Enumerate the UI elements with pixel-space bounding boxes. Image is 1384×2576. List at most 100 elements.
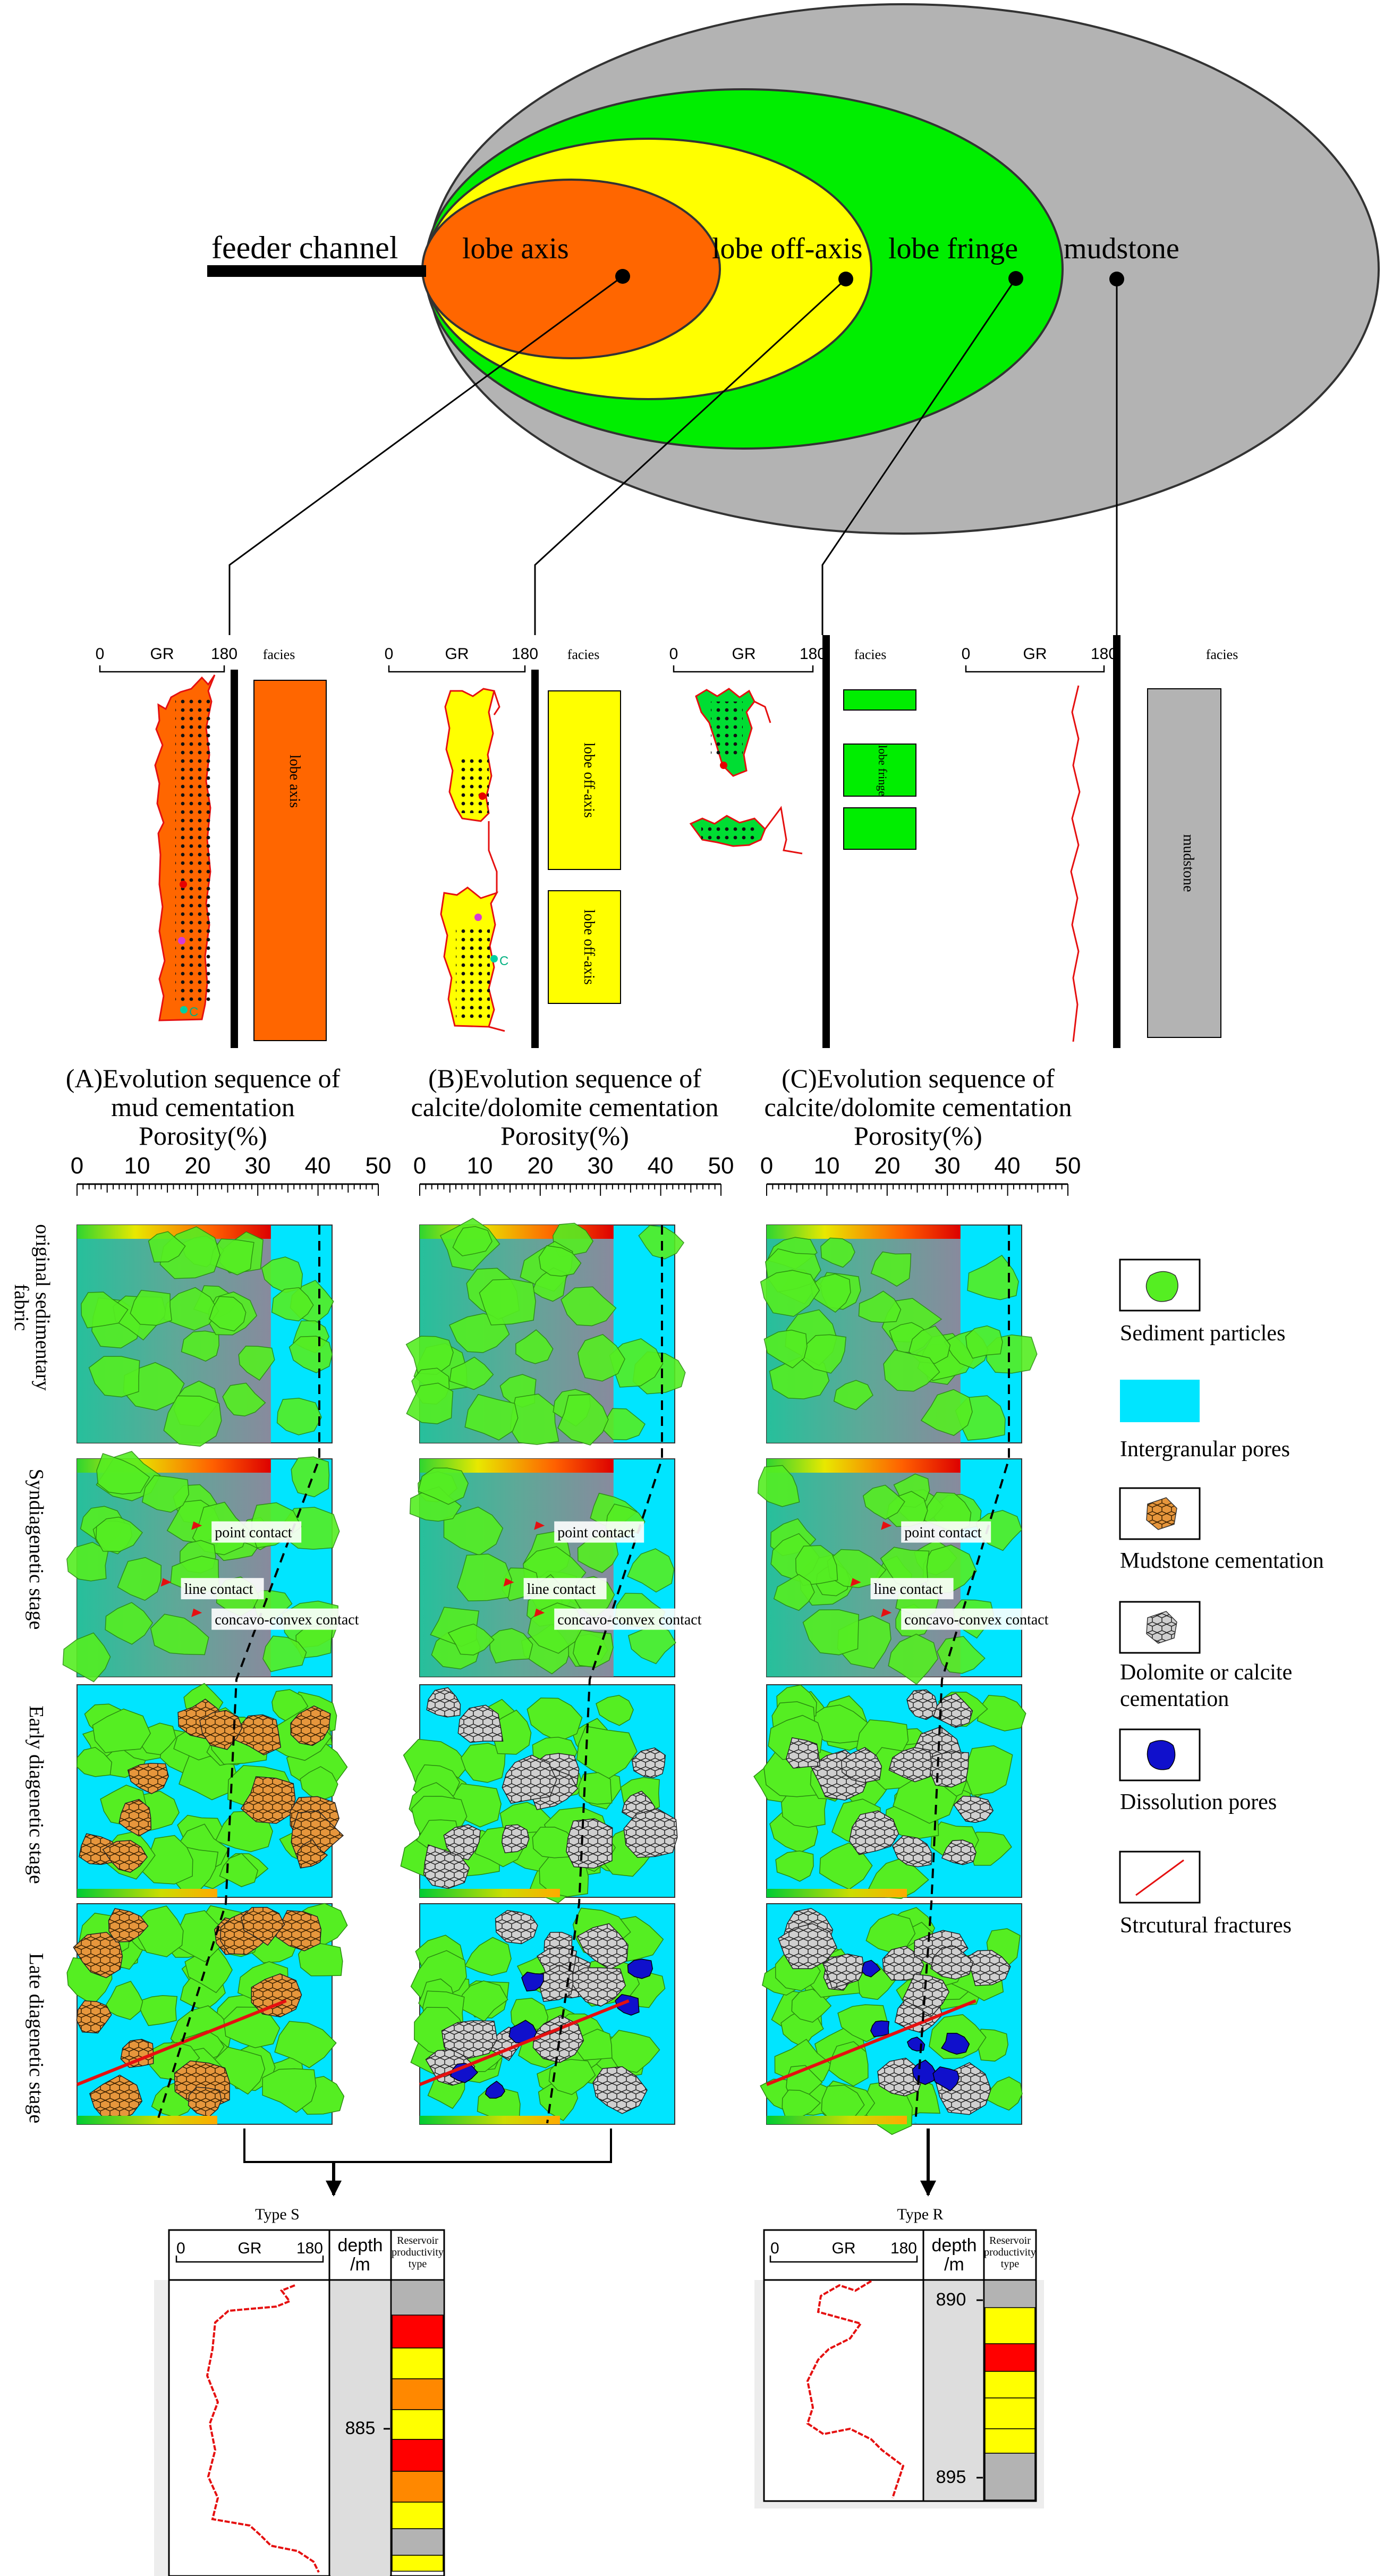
- cement-cluster: [108, 1908, 149, 1942]
- sample-marker: [474, 914, 482, 921]
- sediment-grain: [117, 1557, 162, 1601]
- cement-cluster: [188, 2087, 222, 2118]
- legend-label-mud: Mudstone cementation: [1120, 1549, 1324, 1573]
- gr-curve-line: [754, 700, 803, 855]
- contact-arrow: [881, 1521, 892, 1530]
- type-r-prod-label-1: Reservoir: [989, 2235, 1031, 2246]
- cement-cluster: [495, 1910, 538, 1945]
- cement-cluster: [423, 1844, 470, 1889]
- panel-titles: (A)Evolution sequence of mud cementation…: [66, 1063, 1072, 1151]
- sediment-grain: [148, 1231, 186, 1263]
- type-r-log: Type R 0 GR 180 depth /m Reservoir produ…: [754, 2206, 1044, 2509]
- contact-label-bg: [870, 1578, 954, 1600]
- sample-marker: [720, 762, 727, 769]
- gr-label: GR: [732, 645, 756, 663]
- sediment-grain: [130, 1290, 172, 1326]
- tick-label: 0: [760, 1153, 773, 1179]
- sediment-grain: [760, 1270, 820, 1317]
- sediment-grain: [862, 1484, 905, 1520]
- type-r-depth-column: [924, 2281, 983, 2500]
- sediment-grain: [576, 1726, 638, 1779]
- facies-text-lobe-axis: lobe axis: [286, 755, 303, 808]
- axis-minor-ticks: [419, 1184, 721, 1196]
- type-r-gr-label: GR: [832, 2240, 856, 2257]
- tick-label: 30: [245, 1153, 271, 1179]
- sediment-grain: [538, 1245, 582, 1277]
- facies-header: facies: [263, 647, 295, 662]
- sediment-grain: [105, 1602, 154, 1645]
- legend-label-dissolution: Dissolution pores: [1120, 1790, 1277, 1814]
- type-s-title: Type S: [255, 2206, 300, 2223]
- cement-cluster: [76, 2000, 112, 2034]
- facies-header: facies: [567, 647, 600, 662]
- connector-a-b: [243, 2129, 612, 2163]
- cement-cluster: [631, 1747, 666, 1778]
- sample-marker: [178, 937, 185, 944]
- type-r-depth-label-2: /m: [944, 2254, 964, 2275]
- gr-label: GR: [1023, 645, 1047, 663]
- cement-cluster: [892, 1835, 932, 1868]
- type-s-gr-bracket: [175, 2256, 324, 2263]
- cement-cluster: [566, 1818, 613, 1869]
- gr-scale-bracket: [99, 665, 225, 673]
- porosity-bar: [420, 1889, 560, 1897]
- legend-fracture-icon: [1135, 1859, 1184, 1896]
- facies-box-offaxis-upper: [548, 690, 621, 870]
- lobe-fringe-label: lobe fringe: [888, 232, 1018, 265]
- sediment-grain: [443, 1506, 504, 1556]
- sediment-grain: [858, 1290, 902, 1323]
- sediment-grain: [870, 1251, 912, 1287]
- prod-cell: [984, 2453, 1035, 2501]
- gr-label: GR: [445, 645, 469, 663]
- porosity-axis-a: 0 10 20 30 40 50: [71, 1153, 392, 1196]
- panel-c-axis-title: Porosity(%): [854, 1121, 982, 1151]
- sediment-grain: [298, 1941, 343, 1977]
- axis-minor-ticks: [77, 1184, 379, 1196]
- facies-box-mudstone: [1147, 688, 1221, 1038]
- sediment-grain: [773, 1574, 815, 1611]
- sediment-grain: [965, 1325, 1003, 1359]
- facies-text-fringe: lobe fringe: [876, 745, 889, 796]
- sediment-grain: [238, 1345, 275, 1381]
- stage-label-syndiagenetic: Syndiagenetic stage: [25, 1469, 47, 1630]
- prod-cell: [984, 2397, 1035, 2429]
- facies-header: facies: [854, 647, 887, 662]
- cement-cluster: [932, 1693, 973, 1728]
- stage-labels: original sedimentary fabric Syndiageneti…: [10, 1224, 54, 2123]
- gr-min-label: 0: [385, 645, 394, 663]
- tick-label: 0: [413, 1153, 426, 1179]
- gr-min-label: 0: [669, 645, 678, 663]
- legend-mud-icon: [1146, 1497, 1177, 1530]
- dissolution-pore: [521, 1971, 544, 1992]
- sediment-grain: [561, 1286, 617, 1327]
- panel-c-title-1: (C)Evolution sequence of: [782, 1063, 1055, 1093]
- prod-cell: [985, 2281, 1035, 2308]
- lobe-off-axis-label: lobe off-axis: [712, 232, 863, 265]
- contact-arrow: [881, 1608, 892, 1617]
- cement-cluster: [297, 1839, 328, 1869]
- sediment-grain: [795, 1545, 838, 1586]
- mudstone-label: mudstone: [1064, 232, 1179, 265]
- tick-label: 50: [708, 1153, 734, 1179]
- contact-label-bg: [901, 1608, 1054, 1630]
- sediment-grain: [95, 1516, 143, 1552]
- sediment-grain: [573, 1629, 614, 1668]
- prod-cell: [984, 2428, 1035, 2454]
- sediment-grain: [92, 1708, 151, 1753]
- prod-cell: [392, 2439, 444, 2472]
- tick-label: 50: [1055, 1153, 1081, 1179]
- panel-c-title-2: calcite/dolomite cementation: [765, 1092, 1072, 1122]
- cement-cluster: [501, 1824, 530, 1854]
- sediment-grain: [276, 1398, 322, 1435]
- sediment-grain: [802, 1609, 860, 1656]
- contact-arrow: [534, 1521, 545, 1530]
- cement-cluster: [822, 1953, 865, 1989]
- type-r-gr-max: 180: [890, 2240, 917, 2257]
- prod-cell: [392, 2555, 444, 2572]
- tick-label: 50: [366, 1153, 392, 1179]
- gr-max-label: 180: [1091, 645, 1117, 663]
- sediment-grain: [578, 1333, 625, 1382]
- type-s-prod-label-1: Reservoir: [397, 2235, 438, 2246]
- cement-cluster: [930, 1946, 974, 1980]
- contact-label-bg: [211, 1521, 302, 1543]
